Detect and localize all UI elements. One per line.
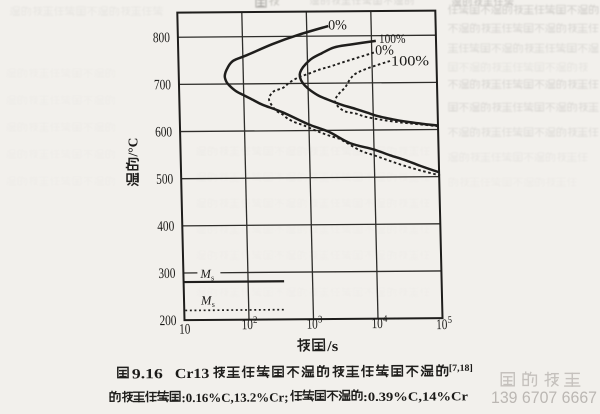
svg-text:10: 10 [436, 317, 448, 333]
svg-text:100%: 100% [391, 54, 430, 69]
svg-text:/°C: /°C [126, 138, 141, 158]
svg-text:10: 10 [371, 316, 383, 332]
svg-text:3: 3 [318, 314, 323, 325]
svg-text::0.16%C,13.2%Cr;: :0.16%C,13.2%Cr; [181, 390, 288, 405]
svg-text:10: 10 [306, 317, 318, 333]
svg-text:/s: /s [326, 339, 339, 355]
svg-text:800: 800 [153, 30, 170, 46]
svg-text:200: 200 [159, 313, 176, 329]
svg-text:[7,18]: [7,18] [449, 364, 473, 374]
svg-text:Cr13: Cr13 [175, 367, 210, 382]
svg-text:s: s [211, 273, 214, 282]
svg-text:139 6707 6667: 139 6707 6667 [491, 388, 597, 407]
svg-text:500: 500 [156, 172, 173, 188]
svg-text:5: 5 [448, 315, 453, 326]
svg-text:300: 300 [158, 266, 175, 282]
svg-text:0%: 0% [328, 18, 347, 33]
svg-text:10: 10 [241, 317, 253, 333]
svg-text:400: 400 [157, 219, 174, 235]
svg-text:700: 700 [154, 77, 171, 93]
svg-text::0.39%C,14%Cr: :0.39%C,14%Cr [363, 389, 469, 404]
svg-text:2: 2 [253, 315, 258, 326]
svg-text:600: 600 [155, 124, 172, 140]
svg-text:s: s [212, 300, 215, 309]
svg-text:10: 10 [179, 322, 191, 338]
svg-text:M: M [200, 293, 212, 307]
svg-text:M: M [199, 267, 211, 281]
svg-text:9.16: 9.16 [132, 367, 163, 382]
svg-text:4: 4 [383, 314, 388, 325]
